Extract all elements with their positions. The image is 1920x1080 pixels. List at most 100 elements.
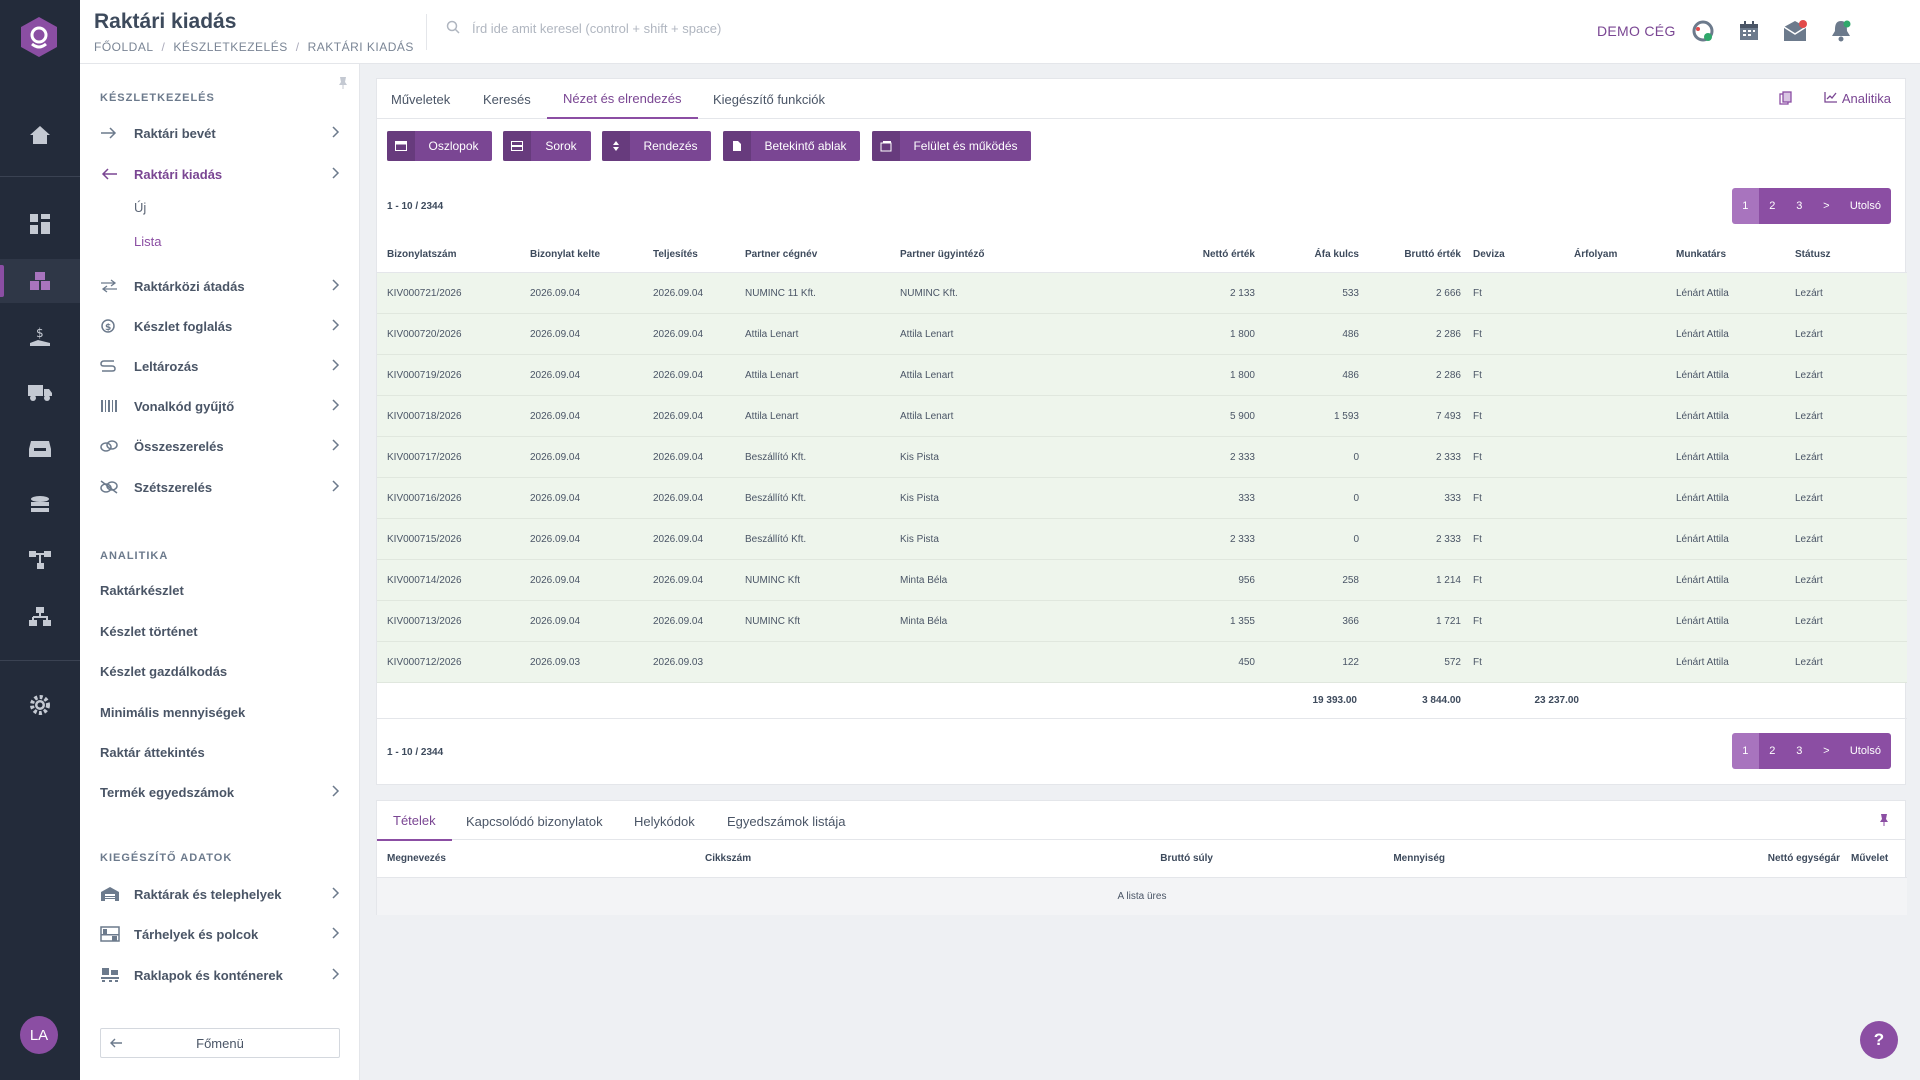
tab-search[interactable]: Keresés xyxy=(483,91,531,107)
pin-icon[interactable] xyxy=(338,76,348,95)
sidebar-item-stock-history[interactable]: Készlet történet xyxy=(100,616,340,646)
sidebar-subitem-new[interactable]: Új xyxy=(134,200,147,215)
main-menu-button[interactable]: Főmenü xyxy=(100,1028,340,1058)
sidebar-item-warehouses[interactable]: Raktárak és telephelyek xyxy=(100,879,340,909)
col-exchange-rate[interactable]: Árfolyam xyxy=(1574,249,1618,260)
truck-icon[interactable] xyxy=(0,370,80,414)
support-icon[interactable] xyxy=(1688,16,1718,46)
help-button[interactable]: ? xyxy=(1860,1021,1898,1059)
table-row[interactable]: KIV000721/2026 2026.09.04 2026.09.04 NUMINC… xyxy=(377,273,1907,314)
last-page-button[interactable]: Utolsó xyxy=(1839,188,1891,224)
workflow-icon[interactable] xyxy=(0,538,80,582)
tab-operations[interactable]: Műveletek xyxy=(391,91,451,107)
table-row[interactable]: KIV000720/2026 2026.09.04 2026.09.04 Attila… xyxy=(377,314,1907,355)
next-page-button[interactable]: > xyxy=(1812,188,1840,224)
tab-extra-functions[interactable]: Kiegészítő funkciók xyxy=(713,91,826,107)
company-name[interactable]: DEMO CÉG xyxy=(1597,23,1676,39)
sidebar-item-reservation[interactable]: $ Készlet foglalás xyxy=(100,311,340,341)
breadcrumb-inventory[interactable]: KÉSZLETKEZELÉS xyxy=(173,40,288,54)
col-vat-rate[interactable]: Áfa kulcs xyxy=(1314,249,1359,260)
inventory-icon[interactable] xyxy=(0,259,80,303)
rail-avatar[interactable]: LA xyxy=(20,1016,58,1054)
table-row[interactable]: KIV000716/2026 2026.09.04 2026.09.04 Beszál… xyxy=(377,478,1907,519)
cell-status: Lezárt xyxy=(1795,492,1823,504)
breadcrumb-current: RAKTÁRI KIADÁS xyxy=(307,40,414,54)
table-row[interactable]: KIV000715/2026 2026.09.04 2026.09.04 Beszál… xyxy=(377,519,1907,560)
table-row[interactable]: KIV000714/2026 2026.09.04 2026.09.04 NUMINC… xyxy=(377,560,1907,601)
sidebar-item-stock-management[interactable]: Készlet gazdálkodás xyxy=(100,656,340,686)
details-table-header: Megnevezés Cikkszám Bruttó súly Mennyisé… xyxy=(377,840,1907,878)
app-logo-icon[interactable] xyxy=(18,16,60,58)
analytics-link[interactable]: Analitika xyxy=(1824,91,1891,106)
table-row[interactable]: KIV000718/2026 2026.09.04 2026.09.04 Attila… xyxy=(377,396,1907,437)
sidebar-item-warehouse-overview[interactable]: Raktár áttekintés xyxy=(100,737,340,767)
col-status[interactable]: Státusz xyxy=(1795,249,1831,260)
sidebar-item-min-quantities[interactable]: Minimális mennyiségek xyxy=(100,697,340,727)
col-document-date[interactable]: Bizonylat kelte xyxy=(530,249,601,260)
page-2-button[interactable]: 2 xyxy=(1758,733,1786,769)
cell-vat-rate: 1 593 xyxy=(1333,410,1359,422)
section-title-inventory: KÉSZLETKEZELÉS xyxy=(100,92,215,104)
sidebar-item-stock-in[interactable]: Raktári bevét xyxy=(100,118,340,148)
sidebar-item-pallets[interactable]: Raklapok és konténerek xyxy=(100,960,340,990)
page-2-button[interactable]: 2 xyxy=(1758,188,1786,224)
sidebar-subitem-list[interactable]: Lista xyxy=(134,234,162,249)
breadcrumb-home[interactable]: FŐOLDAL xyxy=(94,40,154,54)
table-row[interactable]: KIV000713/2026 2026.09.04 2026.09.04 NUMINC… xyxy=(377,601,1907,642)
page-1-button[interactable]: 1 xyxy=(1731,188,1759,224)
sidebar-item-stock-out[interactable]: Raktári kiadás xyxy=(100,159,340,189)
cell-status: Lezárt xyxy=(1795,369,1823,381)
sidebar-item-stock[interactable]: Raktárkészlet xyxy=(100,575,340,605)
home-icon[interactable] xyxy=(0,113,80,157)
chevron-right-icon xyxy=(332,125,340,141)
sidebar-item-shelves[interactable]: Tárhelyek és polcok xyxy=(100,919,340,949)
search-input[interactable] xyxy=(472,21,832,36)
calendar-icon[interactable] xyxy=(1734,16,1764,46)
columns-button[interactable]: Oszlopok xyxy=(387,131,492,161)
sidebar-item-transfer[interactable]: Raktárközi átadás xyxy=(100,271,340,301)
page-3-button[interactable]: 3 xyxy=(1785,733,1813,769)
sidebar-item-disassembly[interactable]: Szétszerelés xyxy=(100,472,340,502)
sidebar-item-serial-numbers[interactable]: Termék egyedszámok xyxy=(100,777,340,807)
inbox-icon[interactable] xyxy=(0,426,80,470)
cell-employee: Lénárt Attila xyxy=(1676,451,1729,463)
rows-button[interactable]: Sorok xyxy=(503,131,591,161)
table-row[interactable]: KIV000712/2026 2026.09.03 2026.09.03 450 122… xyxy=(377,642,1907,683)
sidebar-item-barcode[interactable]: Vonalkód gyűjtő xyxy=(100,391,340,421)
table-row[interactable]: KIV000717/2026 2026.09.04 2026.09.04 Beszál… xyxy=(377,437,1907,478)
page-1-button[interactable]: 1 xyxy=(1731,733,1759,769)
preview-window-button[interactable]: Betekintő ablak xyxy=(723,131,860,161)
sort-button[interactable]: Rendezés xyxy=(602,131,711,161)
tab-related-documents[interactable]: Kapcsolódó bizonylatok xyxy=(466,813,603,829)
last-page-button[interactable]: Utolsó xyxy=(1839,733,1891,769)
bell-icon[interactable] xyxy=(1826,16,1856,46)
col-net-value[interactable]: Nettó érték xyxy=(1202,249,1255,260)
tab-serial-list[interactable]: Egyedszámok listája xyxy=(727,813,846,829)
page-3-button[interactable]: 3 xyxy=(1785,188,1813,224)
sidebar-item-stocktaking[interactable]: Leltározás xyxy=(100,351,340,381)
col-currency[interactable]: Deviza xyxy=(1473,249,1505,260)
interface-button[interactable]: Felület és működés xyxy=(872,131,1031,161)
sidebar-item-assembly[interactable]: Összeszerelés xyxy=(100,431,340,461)
col-document-number[interactable]: Bizonylatszám xyxy=(387,249,457,260)
finance-icon[interactable]: $ xyxy=(0,315,80,359)
col-gross-value[interactable]: Bruttó érték xyxy=(1404,249,1461,260)
pin-icon[interactable] xyxy=(1879,813,1889,832)
dashboard-icon[interactable] xyxy=(0,202,80,246)
table-row[interactable]: KIV000719/2026 2026.09.04 2026.09.04 Attila… xyxy=(377,355,1907,396)
copy-icon[interactable] xyxy=(1779,91,1793,110)
tab-view-layout[interactable]: Nézet és elrendezés xyxy=(547,79,698,119)
tab-location-codes[interactable]: Helykódok xyxy=(634,813,695,829)
coins-icon[interactable] xyxy=(0,483,80,527)
col-employee[interactable]: Munkatárs xyxy=(1676,249,1727,260)
col-partner-contact[interactable]: Partner ügyintéző xyxy=(900,249,985,260)
cell-completion: 2026.09.04 xyxy=(653,410,704,422)
next-page-button[interactable]: > xyxy=(1812,733,1840,769)
tab-items[interactable]: Tételek xyxy=(377,801,452,841)
col-completion[interactable]: Teljesítés xyxy=(653,249,698,260)
col-partner-company[interactable]: Partner cégnév xyxy=(745,249,818,260)
structure-icon[interactable] xyxy=(0,595,80,639)
cell-gross-value: 2 666 xyxy=(1435,287,1461,299)
settings-icon[interactable] xyxy=(0,683,80,727)
mail-icon[interactable] xyxy=(1780,16,1810,46)
